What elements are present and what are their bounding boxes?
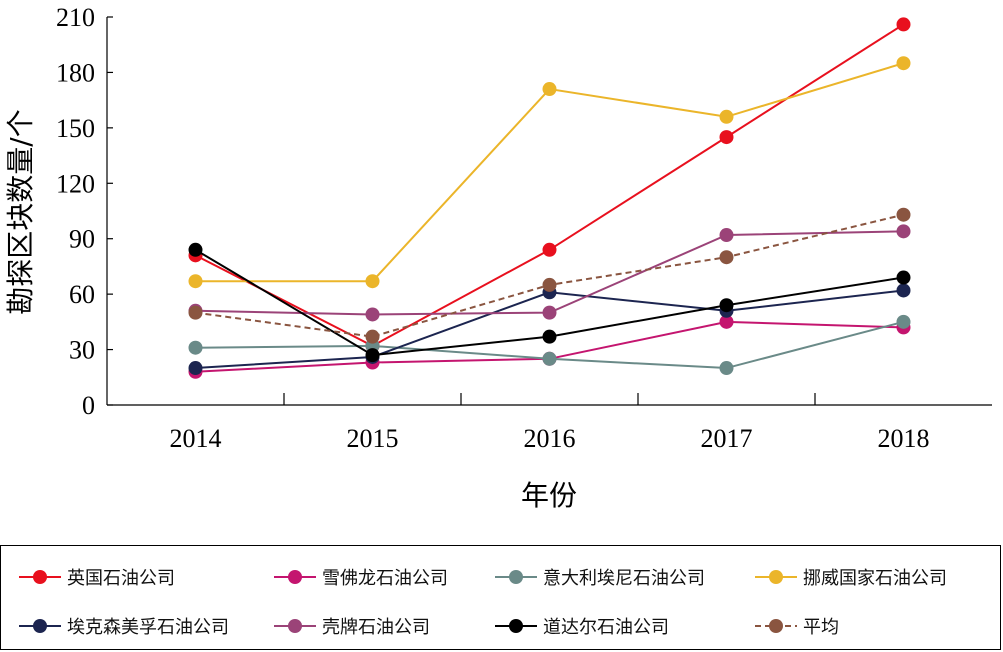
data-point [896, 224, 911, 239]
data-point [542, 82, 557, 97]
series-3 [188, 56, 911, 289]
data-point [188, 242, 203, 257]
legend-label: 道达尔石油公司 [543, 617, 669, 638]
data-point [719, 109, 734, 124]
y-tick-label: 150 [56, 114, 95, 143]
axes: 0 30 60 90 120 150 180 210 2014 2015 2016 2017 2018 [56, 3, 992, 453]
data-point [188, 361, 203, 376]
legend-marker-icon [755, 619, 797, 633]
data-point [719, 130, 734, 145]
legend-item: 壳牌石油公司 [272, 613, 430, 639]
x-axis-title: 年份 [521, 479, 577, 512]
data-point [188, 305, 203, 320]
series-7 [188, 207, 911, 344]
data-point [896, 56, 911, 71]
x-tick-label: 2017 [701, 424, 753, 453]
data-point [542, 242, 557, 257]
legend-item: 挪威国家石油公司 [753, 564, 947, 590]
legend: 英国石油公司 雪佛龙石油公司 意大利埃尼石油公司 挪威国家石油公司埃克森美孚石油公司 壳… [0, 545, 1001, 650]
series-6 [188, 242, 911, 363]
y-tick-label: 0 [82, 391, 95, 420]
data-point [719, 361, 734, 376]
legend-item: 意大利埃尼石油公司 [493, 564, 705, 590]
data-point [365, 307, 380, 322]
x-tick-label: 2015 [347, 424, 399, 453]
data-point [719, 298, 734, 313]
legend-marker-icon [495, 570, 537, 584]
x-tick-label: 2018 [878, 424, 930, 453]
data-point [365, 329, 380, 344]
legend-marker-icon [495, 619, 537, 633]
data-point [542, 305, 557, 320]
legend-label: 壳牌石油公司 [322, 617, 430, 638]
legend-label: 英国石油公司 [67, 568, 175, 589]
legend-item: 平均 [753, 613, 839, 639]
y-tick-label: 120 [56, 169, 95, 198]
legend-label: 挪威国家石油公司 [803, 568, 947, 589]
x-tick-label: 2016 [524, 424, 576, 453]
data-point [719, 250, 734, 265]
legend-item: 道达尔石油公司 [493, 613, 669, 639]
data-point [719, 314, 734, 329]
series-layer [188, 17, 911, 379]
data-point [188, 274, 203, 289]
legend-marker-icon [19, 570, 61, 584]
legend-label: 意大利埃尼石油公司 [543, 568, 705, 589]
data-point [719, 228, 734, 243]
y-axis-title: 勘探区块数量/个 [4, 109, 37, 314]
legend-item: 英国石油公司 [17, 564, 175, 590]
legend-item: 雪佛龙石油公司 [272, 564, 448, 590]
y-tick-label: 180 [56, 58, 95, 87]
legend-marker-icon [755, 570, 797, 584]
data-point [188, 340, 203, 355]
y-tick-label: 60 [69, 280, 95, 309]
data-point [896, 270, 911, 285]
y-tick-label: 90 [69, 225, 95, 254]
legend-label: 埃克森美孚石油公司 [67, 617, 229, 638]
legend-marker-icon [274, 570, 316, 584]
legend-item: 埃克森美孚石油公司 [17, 613, 229, 639]
data-point [365, 274, 380, 289]
data-point [896, 283, 911, 298]
legend-label: 雪佛龙石油公司 [322, 568, 448, 589]
data-point [896, 314, 911, 329]
y-tick-label: 30 [69, 336, 95, 365]
legend-label: 平均 [803, 617, 839, 638]
data-point [542, 329, 557, 344]
data-point [542, 351, 557, 366]
data-point [365, 348, 380, 363]
data-point [896, 207, 911, 222]
legend-marker-icon [274, 619, 316, 633]
y-tick-label: 210 [56, 3, 95, 32]
x-tick-label: 2014 [170, 424, 222, 453]
legend-marker-icon [19, 619, 61, 633]
data-point [896, 17, 911, 32]
data-point [542, 277, 557, 292]
